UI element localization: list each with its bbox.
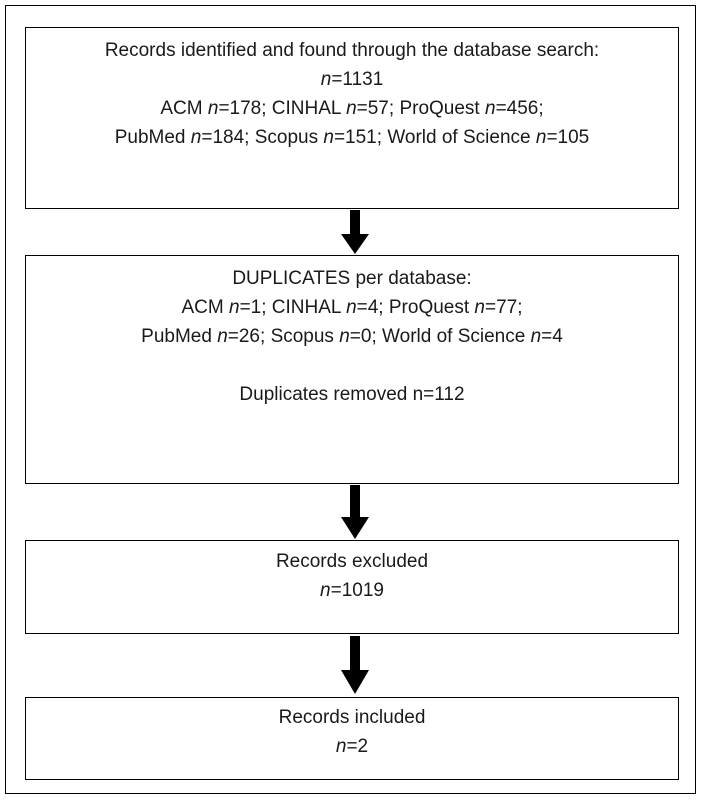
records-identified-box: Records identified and found through the… xyxy=(25,27,679,209)
excluded-title: Records excluded xyxy=(275,551,429,572)
duplicates-box: DUPLICATES per database: ACM n=1; CINHAL… xyxy=(25,255,679,484)
identified-db-line-1: ACM n=178; CINHAL n=57; ProQuest n=456; xyxy=(160,98,544,119)
records-included-box: Records included n=2 xyxy=(25,697,679,780)
identified-db-line-2: PubMed n=184; Scopus n=151; World of Sci… xyxy=(114,127,590,148)
down-arrow-icon xyxy=(341,636,369,694)
excluded-count: n=1019 xyxy=(320,580,384,601)
identified-title: Records identified and found through the… xyxy=(104,40,600,61)
down-arrow-icon xyxy=(341,485,369,539)
down-arrow-icon xyxy=(341,210,369,254)
figure-frame xyxy=(5,5,696,794)
identified-total: n=1131 xyxy=(320,69,384,90)
duplicates-db-line-2: PubMed n=26; Scopus n=0; World of Scienc… xyxy=(141,326,563,347)
records-excluded-box: Records excluded n=1019 xyxy=(25,540,679,634)
included-count: n=2 xyxy=(335,736,369,757)
duplicates-title: DUPLICATES per database: xyxy=(232,268,472,289)
duplicates-db-line-1: ACM n=1; CINHAL n=4; ProQuest n=77; xyxy=(181,297,523,318)
included-title: Records included xyxy=(278,707,426,728)
duplicates-removed: Duplicates removed n=112 xyxy=(239,384,465,405)
